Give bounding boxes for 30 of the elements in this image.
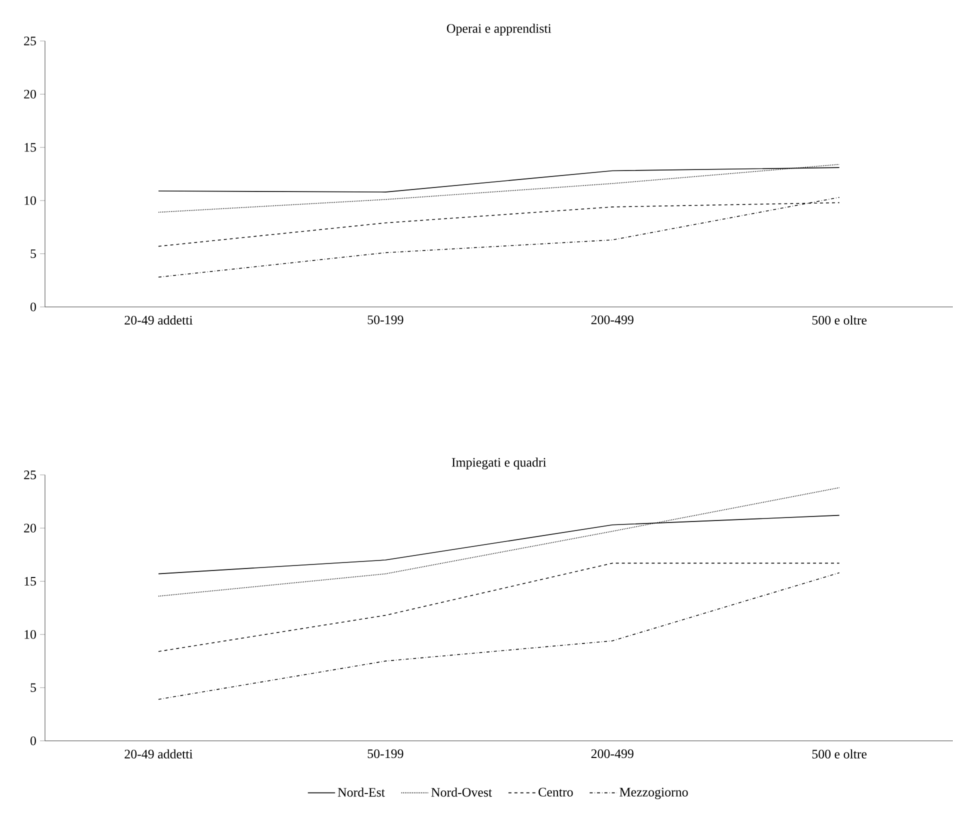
chart-title: Operai e apprendisti: [446, 24, 552, 36]
x-tick-label: 500 e oltre: [812, 316, 867, 325]
y-tick-label: 20: [24, 90, 36, 99]
x-tick-label: 200-499: [591, 316, 634, 324]
legend-label: Mezzogiorno: [620, 788, 688, 800]
y-tick-label: 25: [24, 470, 36, 480]
line-series: [158, 572, 840, 700]
x-tick-label: 20-49 addetti: [124, 749, 193, 759]
line-series: [158, 487, 840, 597]
line-series: [158, 164, 840, 213]
y-tick-label: 5: [30, 250, 36, 258]
y-tick-label: 10: [24, 196, 36, 206]
line-series: [158, 197, 840, 278]
legend-label: Nord-Est: [338, 788, 385, 797]
y-tick-label: 25: [24, 36, 36, 46]
chart-title: Impiegati e quadri: [452, 458, 546, 470]
x-tick-label: 50-199: [368, 316, 404, 324]
y-tick-label: 15: [24, 577, 36, 586]
y-tick-label: 0: [30, 302, 36, 312]
y-tick-label: 15: [24, 143, 36, 152]
x-tick-label: 200-499: [591, 749, 634, 758]
legend-label: Centro: [538, 788, 573, 797]
x-tick-label: 500 e oltre: [812, 749, 867, 759]
legend-label: Nord-Ovest: [431, 788, 492, 797]
y-tick-label: 0: [30, 736, 36, 746]
x-tick-label: 50-199: [368, 749, 404, 758]
y-tick-label: 5: [30, 683, 36, 692]
y-tick-label: 10: [24, 630, 36, 639]
y-tick-label: 20: [24, 524, 36, 533]
x-tick-label: 20-49 addetti: [124, 316, 193, 325]
